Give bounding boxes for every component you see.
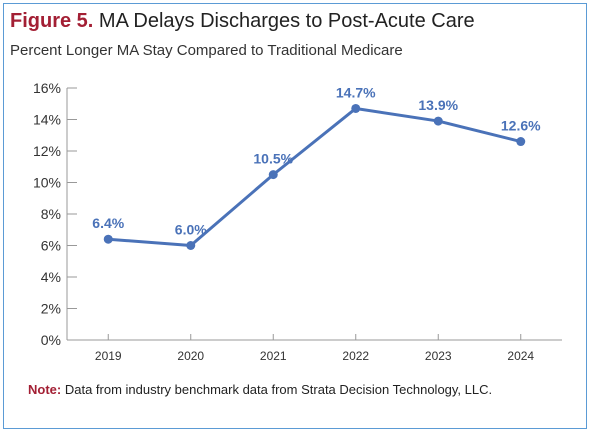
figure-label: Figure 5. <box>10 10 94 32</box>
chart-subtitle: Percent Longer MA Stay Compared to Tradi… <box>10 42 403 59</box>
x-tick-label: 2023 <box>425 349 452 363</box>
note-label: Note: <box>28 382 62 397</box>
y-tick-label: 14% <box>33 112 61 128</box>
data-point <box>268 170 278 180</box>
x-tick-label: 2021 <box>260 349 287 363</box>
y-tick-label: 2% <box>41 301 61 317</box>
data-point <box>433 116 443 126</box>
data-point <box>516 137 526 147</box>
chart-title: Figure 5. MA Delays Discharges to Post-A… <box>10 10 475 33</box>
y-tick-label: 6% <box>41 238 61 254</box>
note-text: Data from industry benchmark data from S… <box>64 382 493 397</box>
x-tick-label: 2019 <box>95 349 122 363</box>
x-tick-label: 2020 <box>177 349 204 363</box>
chart-note: Note: Data from industry benchmark data … <box>28 382 492 397</box>
data-label: 12.6% <box>501 118 541 134</box>
y-tick-label: 10% <box>33 175 61 191</box>
data-label: 13.9% <box>418 97 458 113</box>
x-tick-label: 2024 <box>507 349 534 363</box>
data-point <box>103 234 113 244</box>
figure-title: MA Delays Discharges to Post-Acute Care <box>98 10 475 32</box>
y-tick-label: 16% <box>33 80 61 96</box>
x-tick-label: 2022 <box>342 349 369 363</box>
y-tick-label: 0% <box>41 332 61 348</box>
y-tick-label: 4% <box>41 269 61 285</box>
y-tick-label: 8% <box>41 206 61 222</box>
data-label: 6.0% <box>175 222 207 238</box>
data-label: 14.7% <box>336 84 376 100</box>
data-label: 10.5% <box>253 151 293 167</box>
data-point <box>351 103 361 113</box>
series-line <box>108 106 522 247</box>
data-label: 6.4% <box>92 215 124 231</box>
data-point <box>186 241 196 250</box>
y-tick-label: 12% <box>33 143 61 159</box>
chart-frame <box>3 3 587 429</box>
